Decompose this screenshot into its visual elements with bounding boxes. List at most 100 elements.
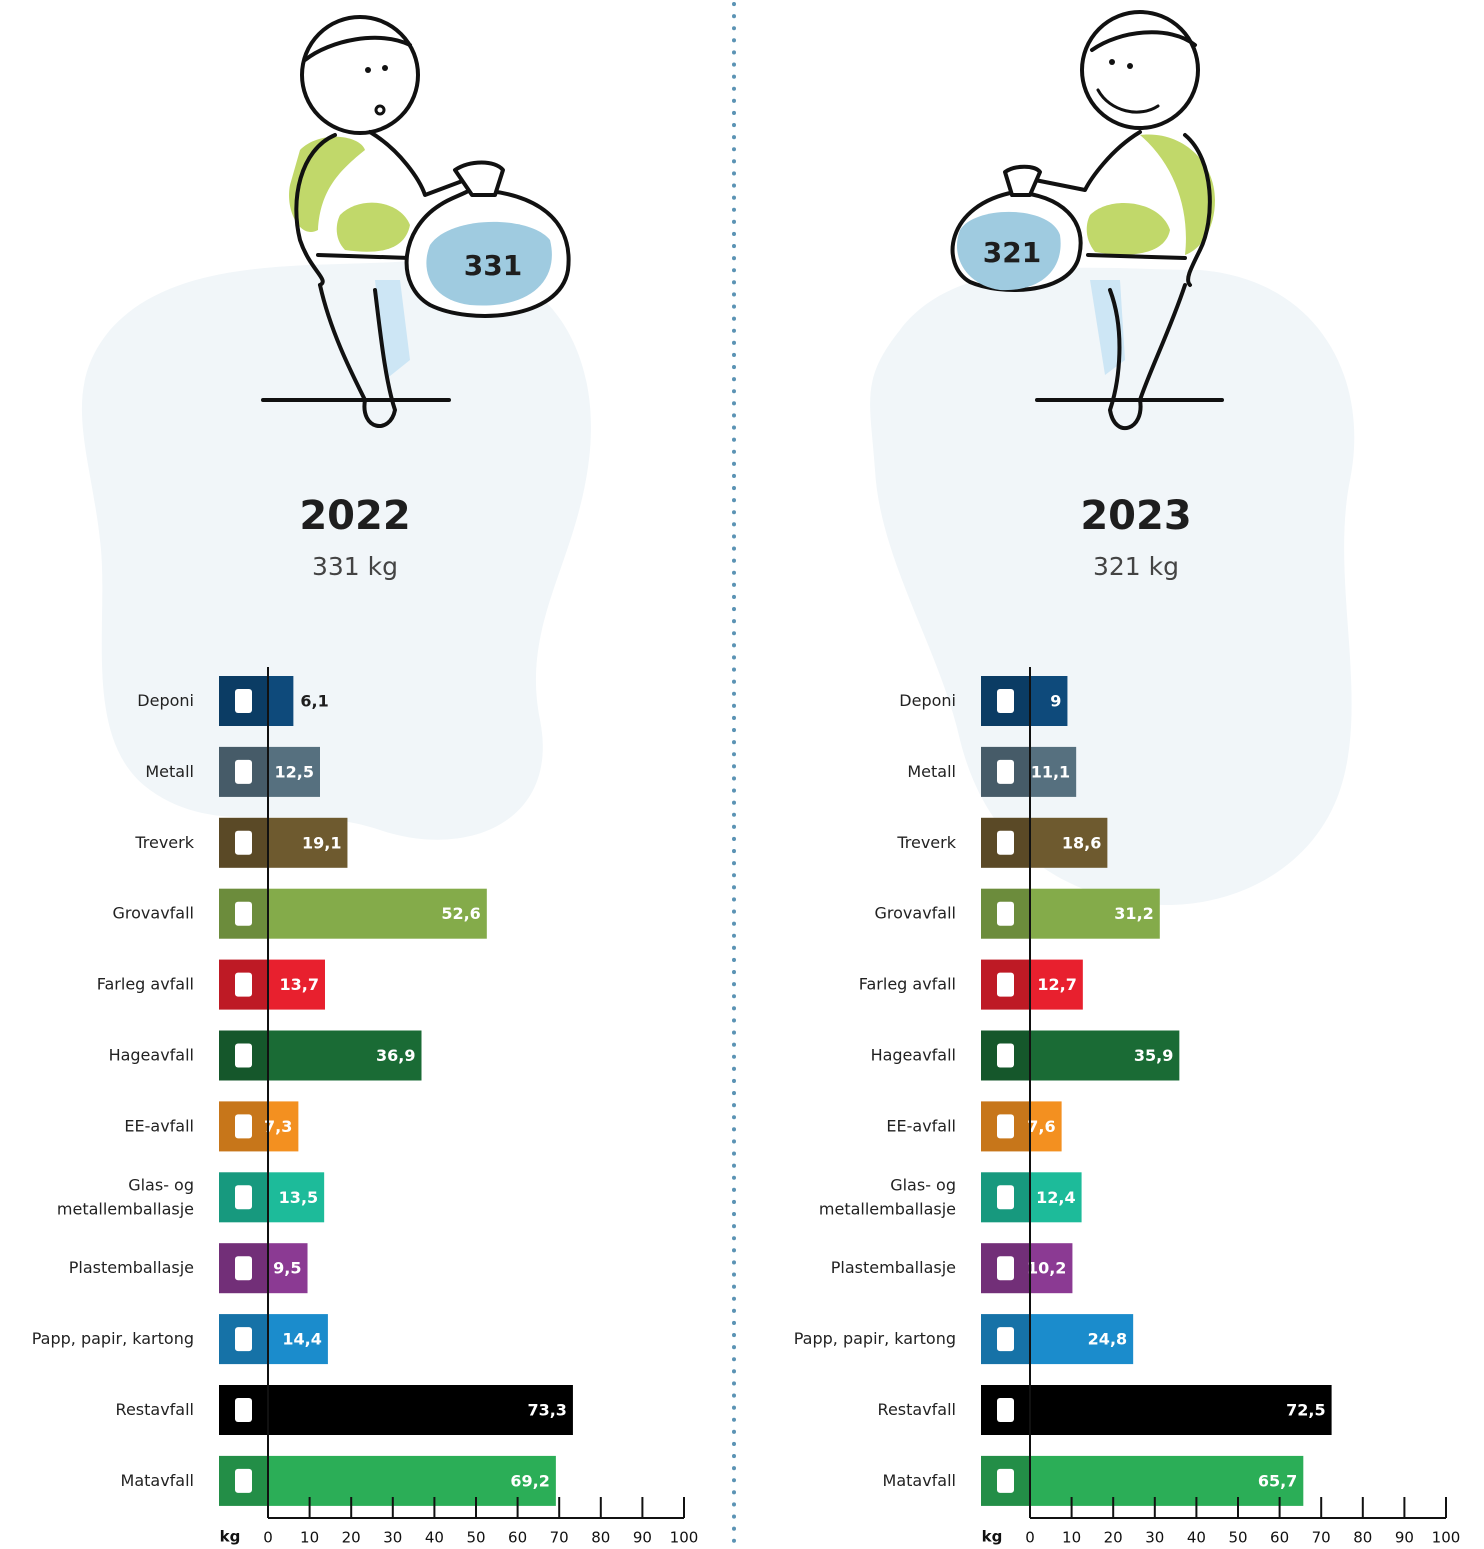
x-tick-label: 10: [1062, 1529, 1081, 1547]
x-axis-label: kg: [220, 1528, 241, 1546]
x-tick-label: 100: [670, 1529, 699, 1547]
category-label: Hageavfall: [109, 1045, 194, 1064]
value-label: 72,5: [1286, 1401, 1325, 1420]
category-label: Hageavfall: [871, 1045, 956, 1064]
x-tick-label: 40: [425, 1529, 444, 1547]
category-label: Farleg avfall: [97, 974, 194, 993]
icon: [235, 1256, 252, 1280]
value-label: 52,6: [441, 904, 480, 923]
icon: [235, 1469, 252, 1493]
icon: [997, 1398, 1014, 1422]
category-label: Grovavfall: [875, 903, 956, 922]
x-tick-label: 80: [1353, 1529, 1372, 1547]
value-label: 31,2: [1114, 904, 1153, 923]
icon: [235, 760, 252, 784]
bag-number: 331: [464, 249, 522, 282]
value-label: 12,5: [275, 762, 314, 781]
category-label: Grovavfall: [113, 903, 194, 922]
value-label: 65,7: [1258, 1471, 1297, 1490]
icon: [235, 1185, 252, 1209]
icon: [997, 1327, 1014, 1351]
category-label: EE-avfall: [124, 1116, 194, 1135]
x-axis-label: kg: [982, 1528, 1003, 1546]
chart-subtitle: 321 kg: [1093, 552, 1179, 581]
icon: [235, 1327, 252, 1351]
icon: [235, 1044, 252, 1068]
x-tick-label: 80: [591, 1529, 610, 1547]
icon: [997, 760, 1014, 784]
x-tick-label: 30: [383, 1529, 402, 1547]
category-label: Restavfall: [878, 1400, 956, 1419]
category-label: Plastemballasje: [831, 1258, 956, 1277]
value-label: 7,6: [1027, 1117, 1055, 1136]
category-label: Matavfall: [121, 1470, 194, 1489]
icon: [235, 689, 252, 713]
bag-number: 321: [983, 236, 1041, 269]
category-label: Papp, papir, kartong: [32, 1329, 194, 1348]
x-tick-label: 0: [1025, 1529, 1035, 1547]
x-tick-label: 100: [1432, 1529, 1461, 1547]
category-label: Papp, papir, kartong: [794, 1329, 956, 1348]
x-tick-label: 20: [1104, 1529, 1123, 1547]
x-tick-label: 90: [1395, 1529, 1414, 1547]
icon: [997, 902, 1014, 926]
value-label: 9,5: [273, 1259, 301, 1278]
category-label: Deponi: [137, 691, 194, 710]
value-label: 13,5: [279, 1188, 318, 1207]
x-tick-label: 10: [300, 1529, 319, 1547]
chart-title: 2023: [1080, 493, 1191, 539]
icon: [997, 1469, 1014, 1493]
category-label: Metall: [907, 761, 956, 780]
chart-title: 2022: [299, 493, 410, 539]
x-tick-label: 0: [263, 1529, 273, 1547]
background-blob: [82, 259, 591, 840]
icon: [997, 1044, 1014, 1068]
value-label: 12,4: [1036, 1188, 1075, 1207]
bar: [268, 676, 293, 726]
x-tick-label: 70: [1312, 1529, 1331, 1547]
x-tick-label: 50: [466, 1529, 485, 1547]
infographic: 331 321 2022 331 kg Deponi 6,1 Metall 12,5 Tre…: [0, 0, 1484, 1549]
value-label: 73,3: [527, 1401, 566, 1420]
category-label: Metall: [145, 761, 194, 780]
category-label: Treverk: [896, 832, 956, 851]
value-label: 18,6: [1062, 833, 1101, 852]
value-label: 19,1: [302, 833, 341, 852]
value-label: 9: [1050, 692, 1061, 711]
value-label: 36,9: [376, 1046, 415, 1065]
value-label: 13,7: [280, 975, 319, 994]
icon: [997, 1256, 1014, 1280]
category-label: Restavfall: [116, 1400, 194, 1419]
bar: [1030, 676, 1067, 726]
x-tick-label: 90: [633, 1529, 652, 1547]
chart-subtitle: 331 kg: [312, 552, 398, 581]
x-tick-label: 50: [1228, 1529, 1247, 1547]
x-tick-label: 70: [550, 1529, 569, 1547]
x-tick-label: 60: [1270, 1529, 1289, 1547]
x-tick-label: 20: [342, 1529, 361, 1547]
icon: [997, 831, 1014, 855]
value-label: 12,7: [1037, 975, 1076, 994]
icon: [997, 689, 1014, 713]
icon: [997, 973, 1014, 997]
icon: [235, 973, 252, 997]
value-label: 14,4: [282, 1330, 321, 1349]
icon: [235, 1398, 252, 1422]
icon: [997, 1185, 1014, 1209]
category-label: Matavfall: [883, 1470, 956, 1489]
value-label: 6,1: [300, 692, 328, 711]
category-label: Farleg avfall: [859, 974, 956, 993]
value-label: 69,2: [510, 1471, 549, 1490]
category-label: Plastemballasje: [69, 1258, 194, 1277]
value-label: 24,8: [1088, 1330, 1127, 1349]
page: {"chart_data": [ {"type": "bar", "orient…: [0, 0, 1484, 1549]
category-label: Treverk: [134, 832, 194, 851]
value-label: 11,1: [1031, 762, 1070, 781]
icon: [235, 902, 252, 926]
x-tick-label: 40: [1187, 1529, 1206, 1547]
category-label: EE-avfall: [886, 1116, 956, 1135]
icon: [235, 1114, 252, 1138]
x-tick-label: 60: [508, 1529, 527, 1547]
